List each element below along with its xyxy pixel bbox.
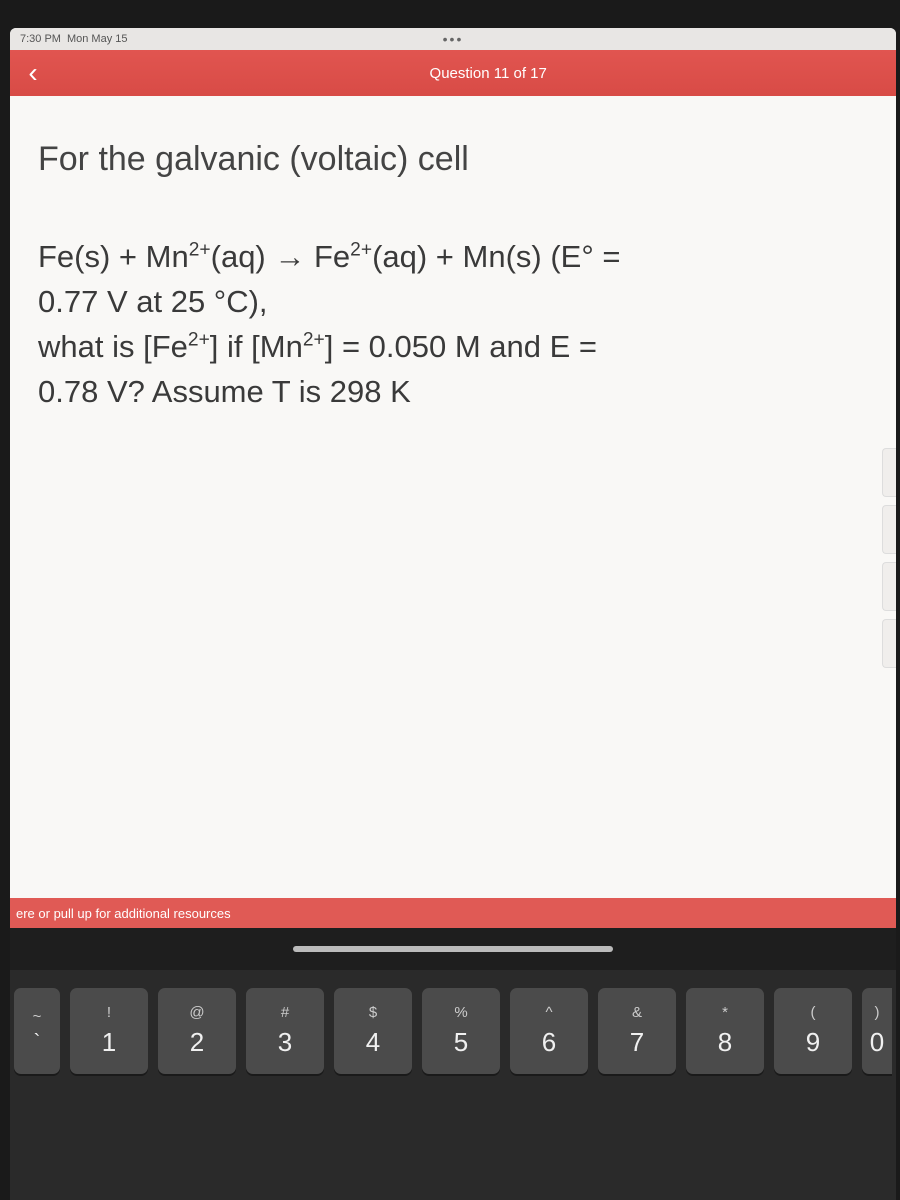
superscript: 2+ [189, 240, 211, 261]
eq-part: what is [Fe [38, 329, 188, 364]
superscript: 2+ [188, 330, 210, 351]
key-lower-label: 6 [542, 1027, 556, 1058]
question-heading: For the galvanic (voltaic) cell [38, 140, 868, 179]
superscript: 2+ [303, 330, 325, 351]
key-upper-label: $ [369, 1004, 377, 1021]
key-7[interactable]: &7 [598, 988, 676, 1074]
key-8[interactable]: *8 [686, 988, 764, 1074]
question-body: Fe(s) + Mn2+(aq) → Fe2+(aq) + Mn(s) (E° … [38, 235, 868, 415]
key-upper-label: ~ [33, 1008, 42, 1025]
status-bar: 7:30 PM Mon May 15 ••• [10, 28, 896, 50]
resources-label: ere or pull up for additional resources [16, 906, 231, 921]
status-date: Mon May 15 [67, 33, 128, 45]
key-2[interactable]: @2 [158, 988, 236, 1074]
key-lower-label: 2 [190, 1027, 204, 1058]
key-upper-label: ^ [545, 1004, 552, 1021]
key-upper-label: & [632, 1004, 642, 1021]
question-content: For the galvanic (voltaic) cell Fe(s) + … [10, 96, 896, 898]
drag-handle-zone[interactable] [10, 928, 896, 970]
eq-part: (aq) → Fe [211, 239, 351, 274]
question-counter: Question 11 of 17 [430, 65, 547, 82]
key-upper-label: ) [875, 1004, 880, 1021]
key-upper-label: @ [189, 1004, 204, 1021]
key-3[interactable]: #3 [246, 988, 324, 1074]
key-9[interactable]: (9 [774, 988, 852, 1074]
eq-part: 0.78 V? Assume T is 298 K [38, 374, 411, 409]
chevron-left-icon: ‹ [28, 57, 37, 89]
back-button[interactable]: ‹ [10, 50, 56, 96]
eq-part: 0.77 V at 25 °C), [38, 284, 268, 319]
key-0[interactable]: )0 [862, 988, 892, 1074]
superscript: 2+ [350, 240, 372, 261]
key-upper-label: ( [811, 1004, 816, 1021]
eq-part: ] = 0.050 M and E = [325, 329, 597, 364]
side-tab[interactable] [882, 505, 896, 554]
keyboard: ~`!1@2#3$4%5^6&7*8(9)0 [10, 970, 896, 1200]
eq-part: Fe(s) + Mn [38, 239, 189, 274]
key-5[interactable]: %5 [422, 988, 500, 1074]
side-tabs [882, 448, 896, 668]
key-1[interactable]: !1 [70, 988, 148, 1074]
key-4[interactable]: $4 [334, 988, 412, 1074]
key-upper-label: # [281, 1004, 289, 1021]
key-upper-label: * [722, 1004, 728, 1021]
side-tab[interactable] [882, 448, 896, 497]
drag-handle-icon [293, 946, 613, 952]
key-lower-label: 3 [278, 1027, 292, 1058]
side-tab[interactable] [882, 562, 896, 611]
key-6[interactable]: ^6 [510, 988, 588, 1074]
key-lower-label: ` [34, 1031, 41, 1054]
key-lower-label: 0 [870, 1027, 884, 1058]
key-lower-label: 1 [102, 1027, 116, 1058]
eq-part: (aq) + Mn(s) (E° = [372, 239, 620, 274]
eq-part: ] if [Mn [210, 329, 303, 364]
key-upper-label: ! [107, 1004, 111, 1021]
nav-bar: ‹ Question 11 of 17 [10, 50, 896, 96]
app-screen: 7:30 PM Mon May 15 ••• ‹ Question 11 of … [10, 28, 896, 1200]
key-lower-label: 4 [366, 1027, 380, 1058]
key-lower-label: 8 [718, 1027, 732, 1058]
key-lower-label: 7 [630, 1027, 644, 1058]
key-lower-label: 9 [806, 1027, 820, 1058]
key-lower-label: 5 [454, 1027, 468, 1058]
resources-bar[interactable]: ere or pull up for additional resources [10, 898, 896, 928]
key-`[interactable]: ~` [14, 988, 60, 1074]
key-upper-label: % [454, 1004, 467, 1021]
side-tab[interactable] [882, 619, 896, 668]
status-time: 7:30 PM [20, 33, 61, 45]
keyboard-number-row: ~`!1@2#3$4%5^6&7*8(9)0 [10, 988, 896, 1074]
status-ellipsis: ••• [443, 31, 464, 47]
